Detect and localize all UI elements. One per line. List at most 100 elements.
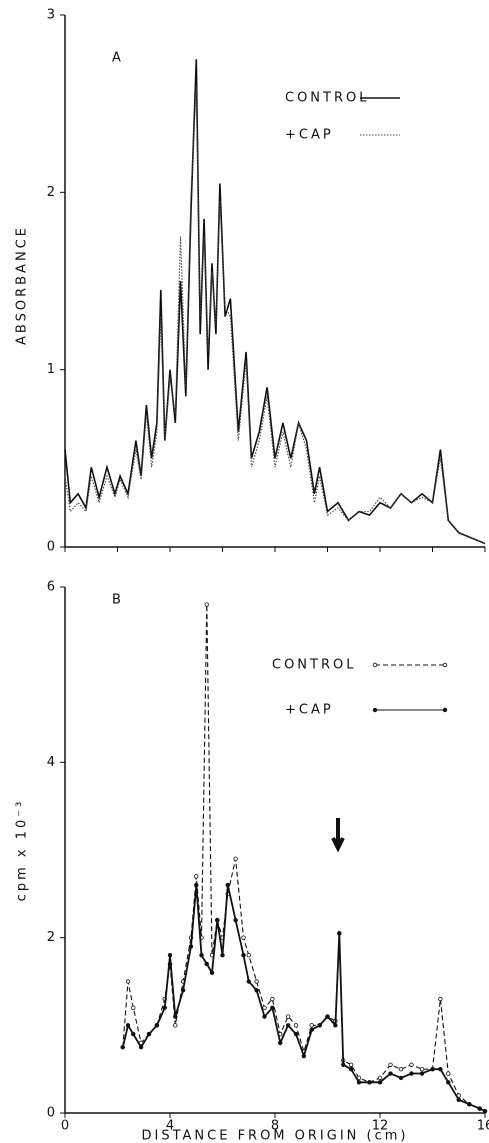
y-tick-label: 1 (47, 362, 55, 377)
x-tick-label: 0 (61, 1119, 69, 1134)
arrow-annotation (331, 818, 345, 853)
data-point (438, 1066, 443, 1072)
x-tick-label: 12 (372, 1119, 389, 1134)
data-point (194, 882, 199, 888)
y-tick-label: 0 (47, 1106, 55, 1121)
legend-label: CONTROL (285, 91, 369, 106)
y-tick-label: 2 (47, 185, 55, 200)
data-point (125, 979, 131, 984)
data-point (285, 1014, 291, 1019)
data-point (419, 1066, 425, 1072)
data-point (377, 1075, 383, 1081)
data-point (194, 874, 199, 879)
data-point (419, 1071, 425, 1076)
data-point (337, 931, 342, 936)
data-point (333, 1023, 338, 1028)
data-point (241, 935, 246, 940)
legend-label: +CAP (285, 128, 334, 143)
data-point (225, 882, 230, 888)
data-point (430, 1066, 435, 1072)
data-point (482, 1109, 488, 1114)
data-point (188, 944, 194, 949)
data-point (180, 988, 186, 993)
data-point (146, 1031, 152, 1037)
data-point (241, 953, 246, 958)
panel-label: B (112, 593, 121, 608)
x-tick-label: 16 (477, 1119, 489, 1134)
data-line (64, 59, 486, 545)
data-point (233, 917, 238, 923)
y-axis-label: cpm x 10⁻³ (15, 799, 30, 902)
data-point (246, 953, 251, 958)
legend-label: CONTROL (272, 658, 356, 673)
data-point (309, 1023, 314, 1028)
legend-marker (442, 707, 448, 713)
data-point (409, 1071, 414, 1076)
data-point (204, 602, 209, 607)
y-tick-label: 2 (47, 930, 55, 945)
data-point (388, 1071, 393, 1076)
legend-marker (372, 662, 378, 668)
data-point (270, 1005, 275, 1010)
data-point (254, 988, 259, 993)
data-point (254, 979, 259, 984)
data-point (209, 970, 215, 975)
data-point (262, 1005, 267, 1010)
y-tick-label: 4 (47, 755, 55, 770)
data-point (173, 1023, 178, 1028)
y-tick-label: 0 (47, 540, 55, 555)
data-point (388, 1062, 393, 1067)
data-point (367, 1080, 372, 1085)
data-line (122, 604, 486, 1112)
data-point (467, 1102, 472, 1107)
data-point (131, 1005, 136, 1010)
data-point (293, 1031, 299, 1037)
data-point (341, 1062, 346, 1067)
data-line (64, 85, 486, 545)
data-point (456, 1097, 461, 1103)
legend-label: +CAP (285, 703, 334, 718)
data-point (204, 961, 209, 967)
data-point (348, 1066, 354, 1072)
panel-label: A (112, 51, 121, 66)
y-tick-label: 6 (47, 580, 55, 595)
data-point (285, 1023, 291, 1028)
data-point (278, 1040, 283, 1046)
data-line (121, 884, 486, 1113)
data-point (125, 1023, 131, 1028)
data-point (120, 1045, 125, 1050)
legend-marker (372, 707, 378, 713)
data-point (317, 1023, 322, 1028)
data-point (138, 1045, 144, 1050)
x-tick-label: 4 (166, 1119, 174, 1134)
data-point (167, 953, 173, 958)
data-point (246, 979, 251, 984)
data-point (309, 1027, 314, 1032)
data-point (131, 1031, 136, 1037)
data-point (398, 1075, 404, 1081)
data-point (477, 1106, 482, 1111)
data-point (409, 1062, 414, 1067)
data-point (154, 1023, 160, 1028)
data-point (446, 1080, 451, 1085)
y-tick-label: 3 (47, 8, 55, 23)
x-axis-label: DISTANCE FROM ORIGIN (cm) (142, 1129, 409, 1143)
data-point (325, 1014, 330, 1019)
data-point (348, 1062, 354, 1067)
legend-marker (442, 662, 448, 668)
data-point (162, 1005, 167, 1010)
data-point (377, 1080, 383, 1085)
data-point (262, 1014, 267, 1019)
y-axis-label: ABSORBANCE (15, 225, 30, 345)
data-point (301, 1053, 307, 1059)
data-point (270, 996, 275, 1002)
data-point (233, 856, 238, 861)
data-point (446, 1071, 451, 1076)
data-point (220, 953, 225, 958)
data-point (398, 1066, 404, 1072)
data-point (438, 996, 443, 1002)
data-point (199, 953, 204, 958)
